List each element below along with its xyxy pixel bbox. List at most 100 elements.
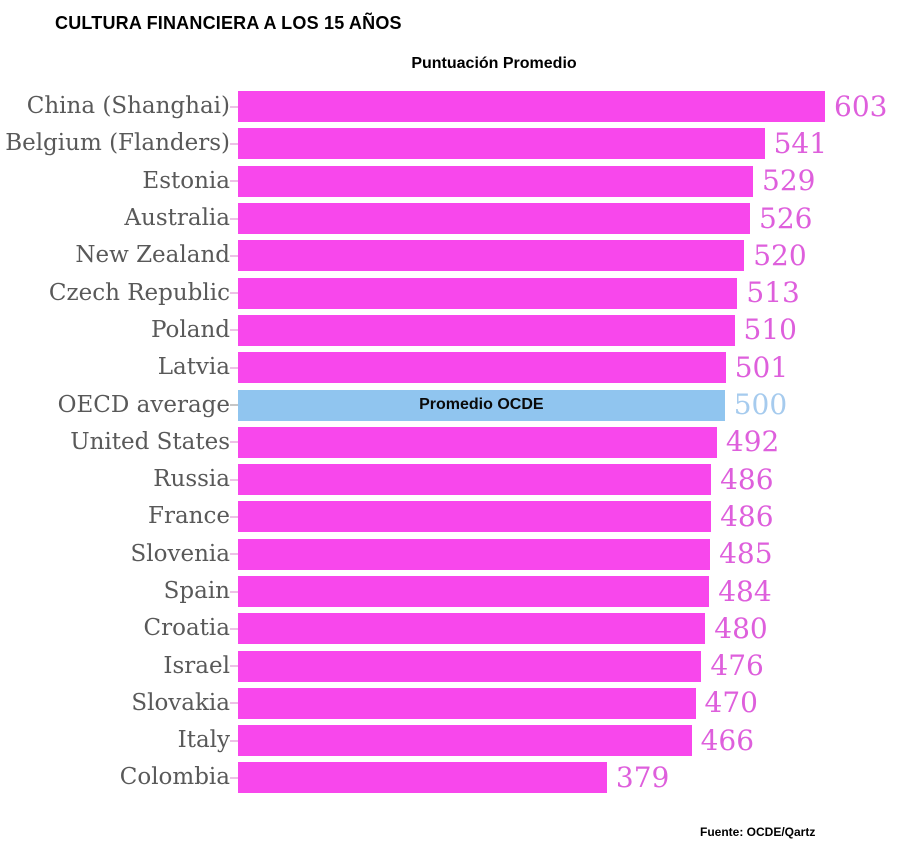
axis-tick	[230, 105, 238, 108]
value-label: 486	[720, 499, 774, 533]
bar-row: Slovakia 470	[0, 685, 909, 722]
bar-row: OECD average Promedio OCDE 500	[0, 386, 909, 423]
axis-tick	[230, 217, 238, 220]
category-label: Estonia	[142, 167, 230, 194]
value-label: 520	[753, 238, 807, 272]
value-label: 466	[700, 723, 755, 757]
bar	[238, 464, 712, 496]
axis-tick	[230, 702, 238, 705]
bar	[238, 240, 745, 272]
value-label: 492	[725, 425, 780, 459]
value-label: 379	[615, 760, 670, 794]
category-label: China (Shanghai)	[26, 93, 230, 120]
chart-subtitle: Puntuación Promedio	[411, 55, 577, 72]
category-label: Croatia	[143, 615, 230, 642]
category-label: Italy	[177, 727, 230, 754]
bar-row: Latvia 501	[0, 349, 909, 386]
value-label: 529	[762, 164, 816, 198]
value-label: 501	[734, 350, 789, 384]
value-label: 603	[834, 89, 888, 123]
category-label: Poland	[151, 316, 230, 343]
axis-tick	[230, 292, 238, 295]
category-label: New Zealand	[75, 242, 230, 269]
axis-tick	[230, 329, 238, 332]
bar-row: Poland 510	[0, 312, 909, 349]
bar-row: Colombia 379	[0, 759, 909, 796]
category-label: France	[148, 503, 230, 530]
bar-row: Belgium (Flanders) 541	[0, 125, 909, 162]
axis-tick	[230, 180, 238, 183]
bar	[238, 538, 711, 570]
axis-tick	[230, 776, 238, 779]
category-label: Belgium (Flanders)	[5, 130, 230, 157]
bar	[238, 91, 825, 123]
axis-tick	[230, 404, 238, 407]
category-label: Slovakia	[131, 689, 230, 716]
bar-row: Australia 526	[0, 200, 909, 237]
axis-tick	[230, 590, 238, 593]
bar-row: United States 492	[0, 424, 909, 461]
category-label: Australia	[124, 205, 230, 232]
value-label: 500	[733, 388, 788, 422]
value-label: 480	[714, 611, 768, 645]
bar-row: France 486	[0, 498, 909, 535]
axis-tick	[230, 142, 238, 145]
bar	[238, 314, 735, 346]
bar-row: Slovenia 485	[0, 536, 909, 573]
bar	[238, 277, 738, 309]
bar-row: Croatia 480	[0, 610, 909, 647]
axis-tick	[230, 627, 238, 630]
bar	[238, 725, 692, 757]
value-label: 485	[719, 537, 773, 571]
axis-tick	[230, 553, 238, 556]
highlight-bar: Promedio OCDE	[238, 389, 725, 421]
category-label: Russia	[153, 466, 230, 493]
bar	[238, 426, 717, 458]
bar	[238, 687, 696, 719]
value-label: 526	[759, 201, 813, 235]
axis-tick	[230, 254, 238, 257]
bar	[238, 128, 765, 160]
axis-tick	[230, 515, 238, 518]
category-label: Colombia	[119, 764, 230, 791]
bar-row: Italy 466	[0, 722, 909, 759]
bar	[238, 165, 753, 197]
category-label: Israel	[163, 652, 230, 679]
category-label: Slovenia	[130, 540, 230, 567]
value-label: 476	[710, 649, 764, 683]
axis-tick	[230, 366, 238, 369]
category-label: Spain	[163, 578, 230, 604]
bar	[238, 762, 607, 794]
axis-tick	[230, 665, 238, 668]
bar-row: Spain 484	[0, 573, 909, 610]
bar-row: Russia 486	[0, 461, 909, 498]
category-label: United States	[70, 428, 230, 455]
value-label: 510	[743, 313, 797, 347]
bar-row: Israel 476	[0, 647, 909, 684]
bar-row: Czech Republic 513	[0, 274, 909, 311]
bar	[238, 352, 726, 384]
axis-tick	[230, 441, 238, 444]
value-label: 484	[718, 574, 772, 608]
bar	[238, 613, 706, 645]
axis-tick	[230, 478, 238, 481]
category-label: Czech Republic	[48, 279, 230, 306]
bar	[238, 501, 712, 533]
bar-chart-plot-area: China (Shanghai) 603 Belgium (Flanders) 541…	[0, 88, 909, 797]
bar	[238, 650, 702, 682]
source-note: Fuente: OCDE/Qartz	[700, 825, 816, 839]
bar-row: New Zealand 520	[0, 237, 909, 274]
value-label: 470	[704, 686, 758, 720]
category-label: Latvia	[157, 354, 230, 381]
bar	[238, 576, 710, 607]
category-label: OECD average	[57, 391, 230, 418]
value-label: 541	[773, 126, 828, 160]
bar-inner-label: Promedio OCDE	[419, 396, 544, 414]
bar-row: China (Shanghai) 603	[0, 88, 909, 125]
bar	[238, 203, 750, 235]
bar-row: Estonia 529	[0, 163, 909, 200]
value-label: 513	[746, 276, 800, 310]
chart-title: CULTURA FINANCIERA A LOS 15 AÑOS	[55, 13, 402, 33]
value-label: 486	[720, 462, 774, 496]
